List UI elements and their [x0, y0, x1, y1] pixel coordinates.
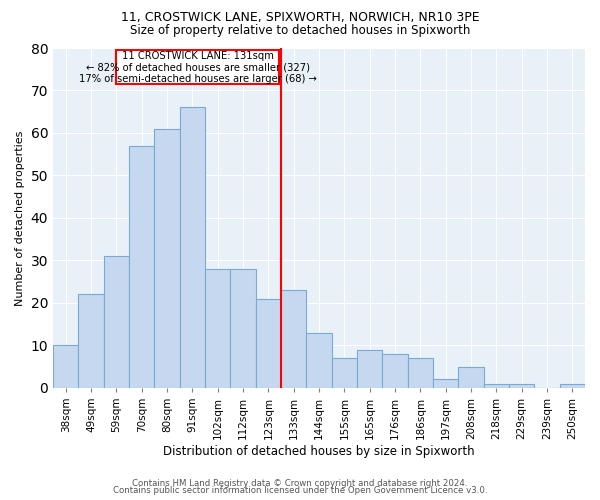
X-axis label: Distribution of detached houses by size in Spixworth: Distribution of detached houses by size … — [163, 444, 475, 458]
Text: 11 CROSTWICK LANE: 131sqm: 11 CROSTWICK LANE: 131sqm — [122, 52, 274, 62]
Bar — [179, 108, 205, 388]
Bar — [230, 269, 256, 388]
Bar — [484, 384, 509, 388]
Bar — [509, 384, 535, 388]
Text: ← 82% of detached houses are smaller (327): ← 82% of detached houses are smaller (32… — [86, 62, 310, 72]
Bar — [382, 354, 407, 388]
Bar — [332, 358, 357, 388]
Bar — [256, 298, 281, 388]
Bar — [154, 128, 179, 388]
Bar — [53, 346, 79, 388]
Y-axis label: Number of detached properties: Number of detached properties — [15, 130, 25, 306]
Bar — [129, 146, 154, 388]
Bar — [560, 384, 585, 388]
Bar — [458, 366, 484, 388]
Text: 11, CROSTWICK LANE, SPIXWORTH, NORWICH, NR10 3PE: 11, CROSTWICK LANE, SPIXWORTH, NORWICH, … — [121, 11, 479, 24]
FancyBboxPatch shape — [116, 50, 279, 84]
Text: Contains public sector information licensed under the Open Government Licence v3: Contains public sector information licen… — [113, 486, 487, 495]
Bar — [79, 294, 104, 388]
Text: 17% of semi-detached houses are larger (68) →: 17% of semi-detached houses are larger (… — [79, 74, 317, 84]
Text: Contains HM Land Registry data © Crown copyright and database right 2024.: Contains HM Land Registry data © Crown c… — [132, 478, 468, 488]
Bar — [357, 350, 382, 388]
Bar — [205, 269, 230, 388]
Bar — [281, 290, 307, 388]
Bar — [104, 256, 129, 388]
Text: Size of property relative to detached houses in Spixworth: Size of property relative to detached ho… — [130, 24, 470, 37]
Bar — [307, 332, 332, 388]
Bar — [433, 380, 458, 388]
Bar — [407, 358, 433, 388]
